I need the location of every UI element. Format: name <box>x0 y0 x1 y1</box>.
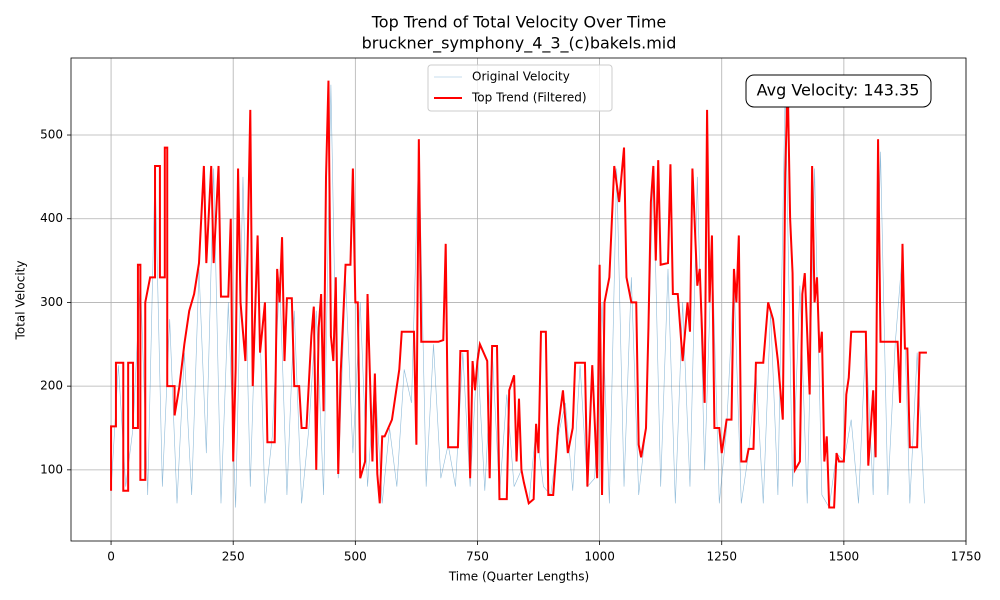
annotation-box <box>745 74 932 108</box>
y-tick-label: 300 <box>40 295 63 309</box>
y-tick-label: 500 <box>40 128 63 142</box>
x-tick-label: 1500 <box>829 550 860 564</box>
legend-box <box>427 64 613 112</box>
axes-frame <box>70 57 967 542</box>
legend: Original Velocity Top Trend (Filtered) <box>427 64 613 112</box>
x-tick-label: 1250 <box>706 550 737 564</box>
x-tick-label: 1750 <box>951 550 982 564</box>
y-tick-label: 100 <box>40 462 63 476</box>
x-tick-label: 0 <box>107 550 115 564</box>
chart-subtitle: bruckner_symphony_4_3_(c)bakels.mid <box>362 34 677 54</box>
legend-label: Top Trend (Filtered) <box>471 91 587 105</box>
plot-area <box>71 58 967 541</box>
legend-label: Original Velocity <box>472 70 570 84</box>
y-tick-label: 400 <box>40 211 63 225</box>
series-line <box>110 80 927 509</box>
x-tick-label: 1000 <box>584 550 615 564</box>
x-tick-label: 750 <box>466 550 489 564</box>
x-axis-label: Time (Quarter Lengths) <box>448 570 589 584</box>
chart-title: Top Trend of Total Velocity Over Time <box>371 13 667 32</box>
x-tick-label: 500 <box>344 550 367 564</box>
y-tick-label: 200 <box>40 379 63 393</box>
x-tick-label: 250 <box>222 550 245 564</box>
y-axis-label: Total Velocity <box>14 261 28 341</box>
annotation: Avg Velocity: 143.35 <box>757 81 920 100</box>
